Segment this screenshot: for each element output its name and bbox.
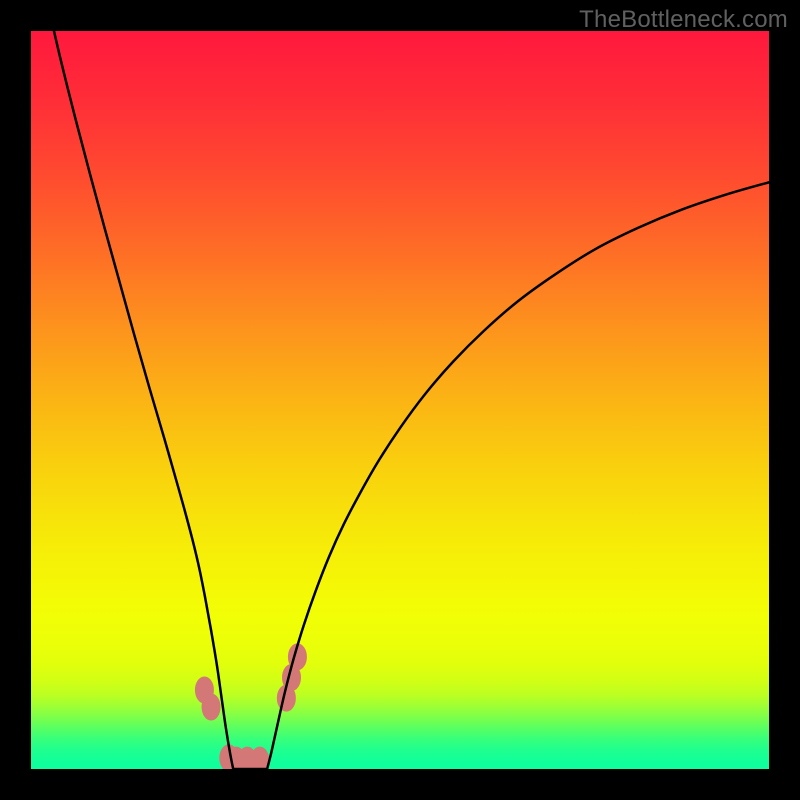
watermark-text: TheBottleneck.com bbox=[579, 6, 788, 34]
curve-marker bbox=[202, 694, 220, 720]
bottleneck-chart bbox=[0, 0, 800, 800]
chart-frame: TheBottleneck.com bbox=[0, 0, 800, 800]
gradient-background bbox=[31, 31, 769, 769]
curve-marker bbox=[251, 747, 269, 773]
